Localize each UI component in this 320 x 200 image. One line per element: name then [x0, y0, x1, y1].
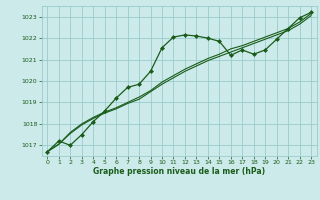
X-axis label: Graphe pression niveau de la mer (hPa): Graphe pression niveau de la mer (hPa) [93, 167, 265, 176]
